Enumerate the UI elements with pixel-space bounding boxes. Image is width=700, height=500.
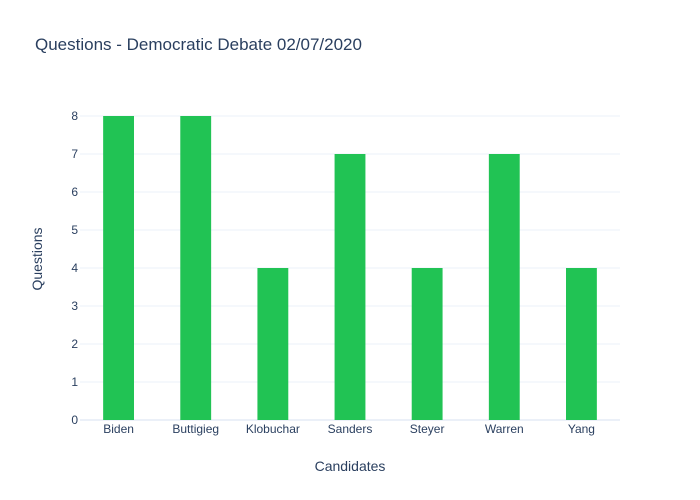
x-tick-label: Steyer (410, 422, 445, 436)
bar-warren[interactable] (488, 154, 520, 420)
x-tick-label: Buttigieg (172, 422, 219, 436)
bar-steyer[interactable] (411, 268, 443, 420)
y-tick-label: 8 (71, 109, 78, 123)
y-tick-label: 6 (71, 185, 78, 199)
bar-biden[interactable] (103, 116, 134, 420)
x-tick-label: Klobuchar (246, 422, 300, 436)
bars (103, 116, 597, 420)
y-axis-title: Questions (29, 227, 45, 290)
y-tick-label: 0 (71, 413, 78, 427)
bar-klobuchar[interactable] (257, 268, 289, 420)
chart-title: Questions - Democratic Debate 02/07/2020 (35, 35, 362, 54)
bar-yang[interactable] (566, 268, 597, 420)
y-tick-label: 4 (71, 261, 78, 275)
y-tick-label: 3 (71, 299, 78, 313)
y-tick-label: 2 (71, 337, 78, 351)
x-axis-ticks: Biden Buttigieg Klobuchar Sanders Steyer Warr… (103, 422, 595, 436)
x-tick-label: Yang (568, 422, 595, 436)
bar-buttigieg[interactable] (180, 116, 212, 420)
x-tick-label: Biden (103, 422, 134, 436)
y-tick-label: 5 (71, 223, 78, 237)
x-axis-title: Candidates (315, 458, 386, 474)
y-tick-label: 7 (71, 147, 78, 161)
y-axis-ticks: 0 1 2 3 4 5 6 7 8 (71, 109, 78, 427)
bar-sanders[interactable] (334, 154, 366, 420)
x-tick-label: Sanders (328, 422, 373, 436)
y-tick-label: 1 (71, 375, 78, 389)
x-tick-label: Warren (485, 422, 524, 436)
